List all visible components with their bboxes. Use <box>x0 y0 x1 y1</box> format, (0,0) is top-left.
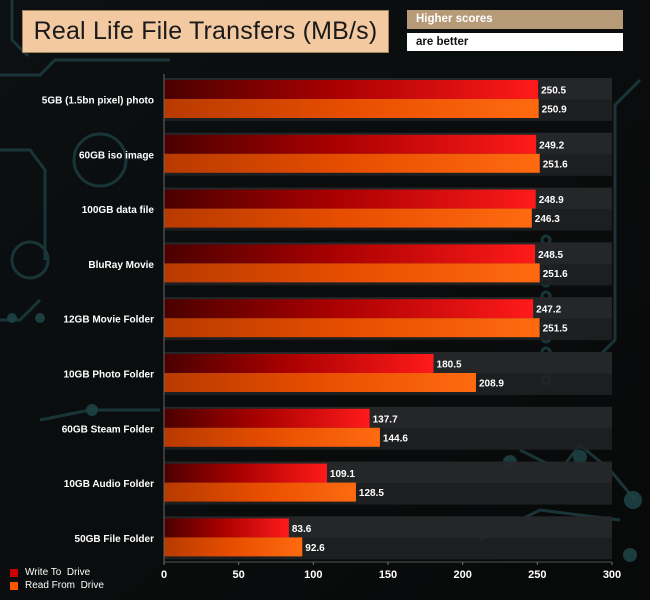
category-label: BluRay Movie <box>88 260 154 271</box>
legend-label-write: Write To Drive <box>25 567 91 578</box>
bar-write <box>164 244 536 264</box>
category-group: 12GB Movie Folder 247.2 251.5 <box>63 297 612 341</box>
value-label-write: 250.5 <box>541 86 566 97</box>
bar-read <box>164 208 532 228</box>
bar-write <box>164 134 537 154</box>
category-group: 50GB File Folder 83.6 92.6 <box>75 516 612 560</box>
value-label-read: 144.6 <box>383 433 408 444</box>
chart-title: Real Life File Transfers (MB/s) <box>33 17 378 45</box>
legend: Write To Drive Read From Drive <box>10 566 104 592</box>
category-label: 10GB Photo Folder <box>63 370 154 381</box>
category-group: 60GB iso image 249.2 251.6 <box>79 132 612 176</box>
value-label-read: 246.3 <box>535 214 560 225</box>
value-label-write: 248.9 <box>539 195 564 206</box>
bar-read <box>164 153 540 173</box>
x-tick-label: 0 <box>161 569 167 581</box>
note-are-better: are better <box>407 33 623 51</box>
x-tick-label: 250 <box>528 569 546 581</box>
category-group: 100GB data file 248.9 246.3 <box>82 187 612 231</box>
legend-item-read: Read From Drive <box>10 579 104 592</box>
bar-write <box>164 354 434 373</box>
value-label-read: 208.9 <box>479 379 504 390</box>
value-label-read: 251.6 <box>543 269 568 280</box>
bar-read <box>164 537 303 557</box>
bar-write <box>164 80 539 99</box>
bar-write <box>164 299 534 319</box>
value-label-read: 251.5 <box>543 324 568 335</box>
value-label-read: 92.6 <box>305 543 325 554</box>
category-group: 5GB (1.5bn pixel) photo 250.5 250.9 <box>42 78 612 121</box>
category-label: 60GB Steam Folder <box>62 424 154 435</box>
bar-read <box>164 482 356 502</box>
bar-read <box>164 263 540 283</box>
value-label-write: 137.7 <box>373 414 398 425</box>
category-group: 60GB Steam Folder 137.7 144.6 <box>62 406 612 450</box>
category-label: 12GB Movie Folder <box>63 315 154 326</box>
category-label: 10GB Audio Folder <box>64 479 154 490</box>
value-label-write: 83.6 <box>292 524 312 535</box>
category-label: 5GB (1.5bn pixel) photo <box>42 96 154 107</box>
category-label: 50GB File Folder <box>75 534 155 545</box>
category-group: 10GB Audio Folder 109.1 128.5 <box>64 461 612 505</box>
value-label-write: 109.1 <box>330 469 355 480</box>
bar-read <box>164 318 540 338</box>
value-label-write: 247.2 <box>536 305 561 316</box>
chart-title-box: Real Life File Transfers (MB/s) <box>22 10 389 53</box>
legend-swatch-read <box>10 581 18 590</box>
value-label-write: 248.5 <box>538 250 563 261</box>
bar-write <box>164 463 327 483</box>
x-tick-label: 100 <box>304 569 322 581</box>
value-label-read: 250.9 <box>542 105 567 116</box>
value-label-read: 251.6 <box>543 159 568 170</box>
value-label-write: 249.2 <box>539 140 564 151</box>
x-tick-label: 200 <box>453 569 471 581</box>
value-label-write: 180.5 <box>437 360 462 371</box>
legend-label-read: Read From Drive <box>25 580 104 591</box>
legend-item-write: Write To Drive <box>10 566 104 579</box>
value-label-read: 128.5 <box>359 488 384 499</box>
bar-write <box>164 408 370 428</box>
bar-read <box>164 99 539 118</box>
category-label: 100GB data file <box>82 205 155 216</box>
legend-swatch-write <box>10 568 18 577</box>
x-tick-label: 300 <box>603 569 621 581</box>
note-higher-scores: Higher scores <box>407 10 623 29</box>
bar-read <box>164 373 476 392</box>
bar-write <box>164 518 289 538</box>
x-tick-label: 150 <box>379 569 397 581</box>
category-label: 60GB iso image <box>79 150 154 161</box>
x-tick-label: 50 <box>233 569 245 581</box>
bar-read <box>164 427 380 447</box>
category-group: 10GB Photo Folder 180.5 208.9 <box>63 352 612 395</box>
bar-write <box>164 189 536 209</box>
category-group: BluRay Movie 248.5 251.6 <box>88 242 612 286</box>
